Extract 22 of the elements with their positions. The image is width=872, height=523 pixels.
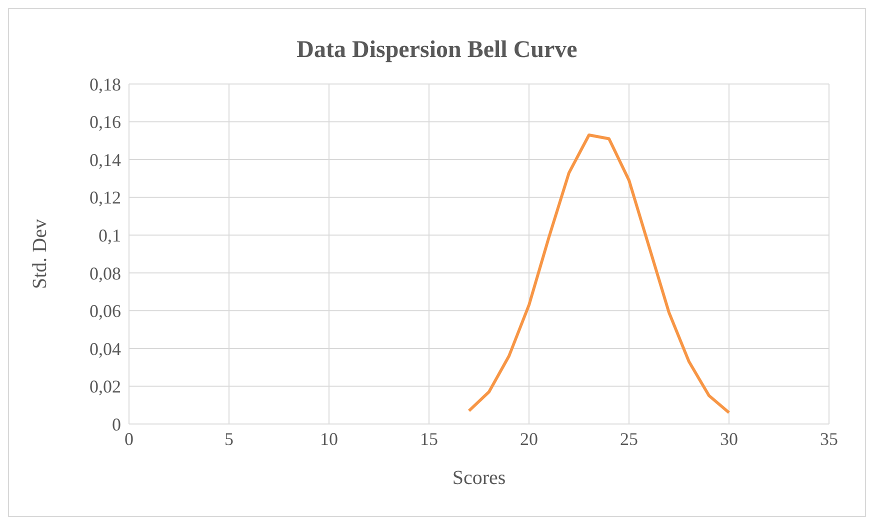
y-tick-label: 0,1 — [98, 226, 121, 246]
y-tick-label: 0,18 — [90, 74, 121, 94]
y-tick-label: 0,06 — [90, 301, 121, 322]
y-tick-label: 0,04 — [90, 338, 121, 359]
y-tick-label: 0,12 — [90, 188, 121, 208]
y-tick-label: 0,16 — [90, 112, 121, 132]
x-tick-label: 25 — [620, 428, 638, 449]
y-tick-label: 0,08 — [90, 263, 121, 284]
line-series — [468, 134, 730, 414]
y-tick-label: 0 — [112, 414, 121, 434]
y-tick-label: 0,02 — [90, 376, 121, 397]
x-tick-label: 10 — [320, 428, 338, 449]
x-tick-label: 35 — [820, 428, 838, 449]
y-axis-title: Std. Dev — [29, 219, 52, 289]
x-tick-label: 5 — [224, 428, 234, 449]
x-tick-label: 30 — [720, 428, 738, 449]
x-axis-title: Scores — [452, 467, 506, 489]
x-tick-label: 20 — [520, 428, 538, 449]
y-tick-label: 0,14 — [90, 150, 121, 170]
x-tick-label: 0 — [124, 428, 134, 449]
chart-title: Data Dispersion Bell Curve — [296, 37, 578, 64]
x-tick-label: 15 — [420, 428, 438, 449]
